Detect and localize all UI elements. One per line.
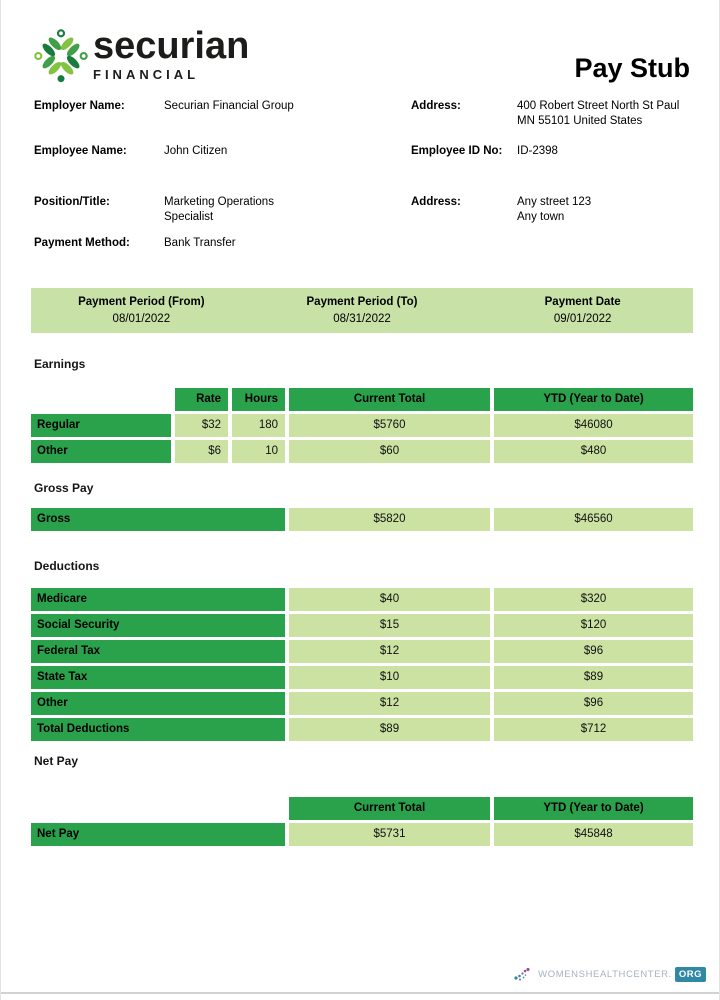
employer-address-value: 400 Robert Street North St Paul MN 55101…: [517, 100, 680, 127]
employee-id-label: Employee ID No:: [411, 145, 503, 157]
net-pay-table: Current Total YTD (Year to Date) Net Pay…: [31, 797, 693, 846]
gross-pay-table: Gross $5820 $46560: [31, 508, 693, 531]
page-title: Pay Stub: [574, 53, 690, 83]
deduction-row-ytd: $89: [494, 666, 693, 689]
earnings-header-ytd: YTD (Year to Date): [494, 388, 693, 411]
deduction-row-ytd: $96: [494, 640, 693, 663]
earnings-row-rate: $6: [175, 440, 228, 463]
deduction-row-current: $12: [289, 692, 490, 715]
earnings-row-hours: 180: [232, 414, 285, 437]
earnings-header-current: Current Total: [289, 388, 490, 411]
payment-method-value: Bank Transfer: [164, 237, 236, 249]
deduction-row-current: $40: [289, 588, 490, 611]
earnings-row-rate: $32: [175, 414, 228, 437]
page-bottom-divider: [1, 992, 719, 994]
earnings-row-current: $5760: [289, 414, 490, 437]
net-pay-row-ytd: $45848: [494, 823, 693, 846]
employee-address-value: Any street 123 Any town: [517, 196, 592, 223]
earnings-header-rate: Rate: [175, 388, 228, 411]
watermark-org-badge: ORG: [674, 966, 706, 982]
net-pay-row-label: Net Pay: [31, 823, 285, 846]
earnings-row-current: $60: [289, 440, 490, 463]
deduction-row-current: $89: [289, 718, 490, 741]
earnings-row-ytd: $480: [494, 440, 693, 463]
deductions-table: Medicare $40 $320 Social Security $15 $1…: [31, 588, 693, 741]
securian-asterisk-icon: [34, 29, 88, 83]
deduction-row-ytd: $712: [494, 718, 693, 741]
earnings-row-label: Regular: [31, 414, 171, 437]
deduction-row-ytd: $120: [494, 614, 693, 637]
gross-row-label: Gross: [31, 508, 285, 531]
payment-period-from: Payment Period (From) 08/01/2022: [78, 295, 205, 325]
net-pay-header-spacer: [31, 797, 285, 820]
watermark-text: WOMENSHEALTHCENTER.: [538, 968, 672, 980]
payment-period-band: Payment Period (From) 08/01/2022 Payment…: [31, 288, 693, 333]
net-pay-row-current: $5731: [289, 823, 490, 846]
gross-row-current: $5820: [289, 508, 490, 531]
deduction-row-label: Federal Tax: [31, 640, 285, 663]
gross-pay-heading: Gross Pay: [34, 481, 94, 495]
payment-period-to: Payment Period (To) 08/31/2022: [306, 295, 418, 325]
employer-name-label: Employer Name:: [34, 100, 125, 112]
brand-name: securian: [93, 25, 250, 67]
earnings-header-hours: Hours: [232, 388, 285, 411]
deduction-row-current: $10: [289, 666, 490, 689]
brand-subname: FINANCIAL: [93, 67, 200, 82]
net-pay-header-ytd: YTD (Year to Date): [494, 797, 693, 820]
earnings-heading: Earnings: [34, 357, 86, 371]
earnings-row-hours: 10: [232, 440, 285, 463]
employee-name-label: Employee Name:: [34, 145, 127, 157]
earnings-header-spacer: [31, 388, 171, 411]
employer-name-value: Securian Financial Group: [164, 100, 294, 112]
payment-date: Payment Date 09/01/2022: [544, 295, 621, 325]
earnings-row-ytd: $46080: [494, 414, 693, 437]
deduction-row-label: Medicare: [31, 588, 285, 611]
deduction-row-ytd: $320: [494, 588, 693, 611]
deduction-row-label: Social Security: [31, 614, 285, 637]
payment-method-label: Payment Method:: [34, 237, 130, 249]
net-pay-heading: Net Pay: [34, 754, 79, 768]
net-pay-header-current: Current Total: [289, 797, 490, 820]
deduction-row-label: State Tax: [31, 666, 285, 689]
earnings-row-label: Other: [31, 440, 171, 463]
earnings-table: Rate Hours Current Total YTD (Year to Da…: [31, 388, 693, 463]
deductions-heading: Deductions: [34, 559, 100, 573]
deduction-row-label: Total Deductions: [31, 718, 285, 741]
deduction-row-current: $15: [289, 614, 490, 637]
watermark: WOMENSHEALTHCENTER. ORG: [513, 962, 706, 986]
gross-row-ytd: $46560: [494, 508, 693, 531]
deduction-row-ytd: $96: [494, 692, 693, 715]
deduction-row-current: $12: [289, 640, 490, 663]
employee-id-value: ID-2398: [517, 145, 558, 157]
position-title-label: Position/Title:: [34, 196, 110, 208]
deduction-row-label: Other: [31, 692, 285, 715]
employer-address-label: Address:: [411, 100, 461, 112]
position-title-value: Marketing Operations Specialist: [164, 196, 274, 223]
brand-wordmark: securian FINANCIAL: [93, 26, 249, 82]
watermark-dots-icon: [514, 967, 530, 981]
employee-address-label: Address:: [411, 196, 461, 208]
employee-name-value: John Citizen: [164, 145, 228, 157]
